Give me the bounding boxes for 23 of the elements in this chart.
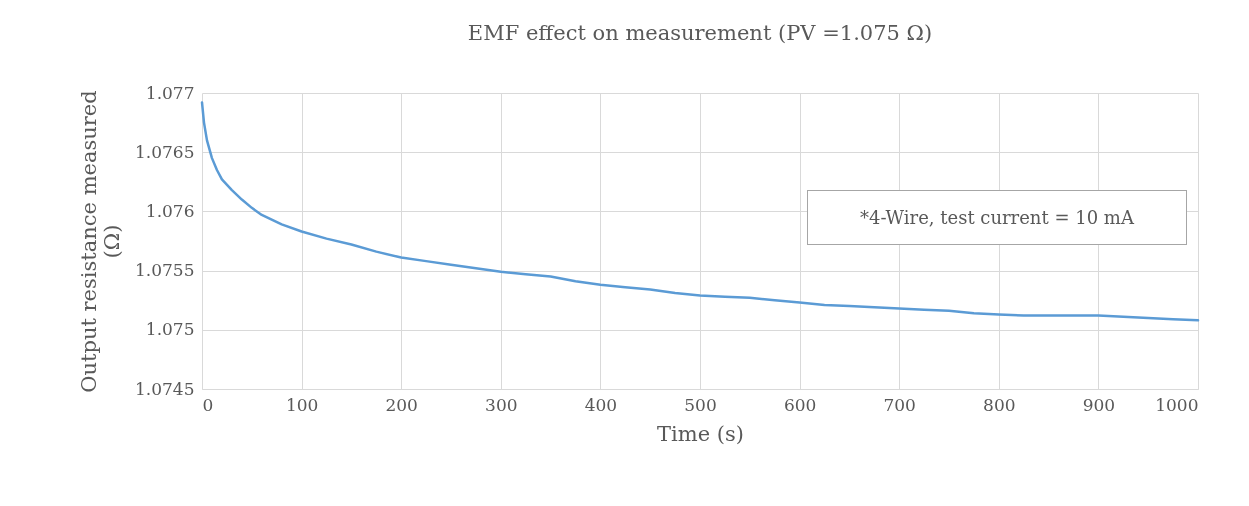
- x-tick-label: 800: [983, 394, 1016, 415]
- chart-title: EMF effect on measurement (PV =1.075 Ω): [467, 21, 933, 45]
- note-frame: *4-Wire, test current = 10 mA: [807, 190, 1187, 245]
- x-axis-title: Time (s): [657, 421, 744, 446]
- line-series: [200, 101, 1200, 322]
- x-tick-label: 600: [783, 394, 817, 415]
- x-tick-label: 700: [883, 394, 916, 415]
- y-tick-label: 1.075: [145, 319, 195, 340]
- x-tick-label: 500: [684, 394, 717, 415]
- y-tick-label: 1.077: [145, 82, 195, 103]
- y-tick-label: 1.076: [145, 200, 195, 221]
- x-tick-label: 300: [485, 394, 518, 415]
- x-tick-label: 1000: [1155, 394, 1199, 415]
- x-tick-label: 0: [202, 394, 214, 415]
- y-axis-title: Output resistance measured (Ω): [77, 90, 125, 393]
- x-tick-label: 100: [285, 394, 319, 415]
- x-tick-label: 900: [1082, 394, 1116, 415]
- y-tick-label: 1.0755: [135, 260, 195, 281]
- x-tick-label: 400: [584, 394, 618, 415]
- annotation: *4-Wire, test current = 10 mA: [860, 207, 1134, 228]
- x-tick-label: 200: [385, 394, 418, 415]
- y-tick-label: 1.0765: [135, 141, 195, 162]
- y-tick-label: 1.0745: [135, 378, 195, 399]
